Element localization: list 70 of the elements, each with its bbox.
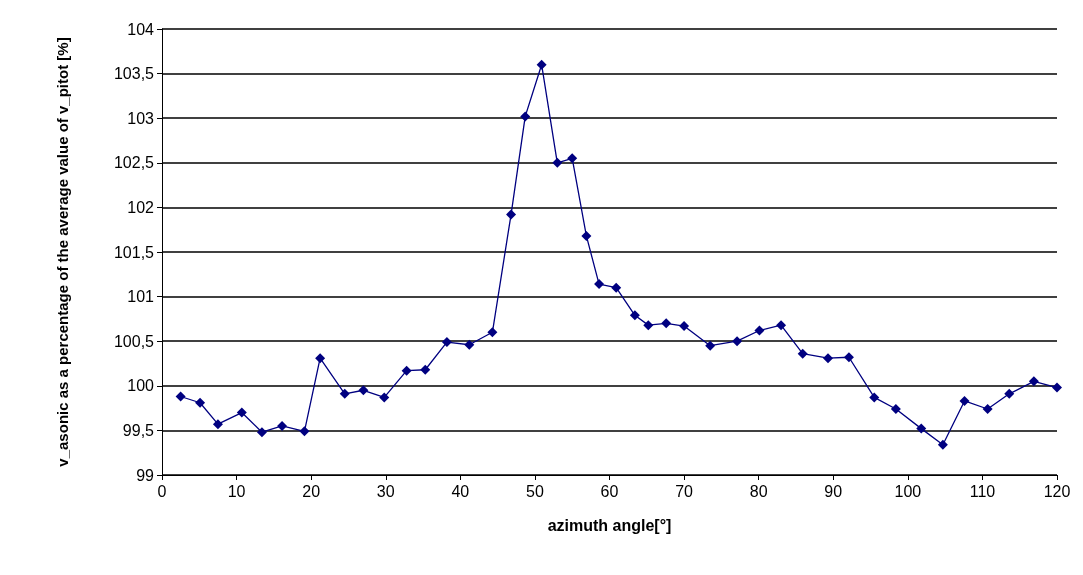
point: [401, 365, 412, 376]
point: [520, 111, 531, 122]
point: [464, 339, 475, 350]
point: [732, 336, 743, 347]
point: [441, 337, 452, 348]
point: [937, 439, 948, 450]
y-axis-title: v_asonic as a percentage of the average value of v_pitot [%]: [53, 37, 71, 467]
x-tick-label: 60: [600, 482, 619, 500]
x-tick-label: 0: [157, 482, 167, 500]
point: [797, 348, 808, 359]
point: [982, 403, 993, 414]
point: [643, 320, 654, 331]
point: [823, 353, 834, 364]
y-tick-label: 103: [127, 109, 155, 127]
x-tick-label: 20: [302, 482, 321, 500]
point: [379, 392, 390, 403]
point: [679, 321, 690, 332]
point: [916, 423, 927, 434]
x-tick-label: 30: [376, 482, 395, 500]
point: [552, 157, 563, 168]
y-tick-label: 100: [127, 377, 155, 395]
point: [843, 352, 854, 363]
x-tick-label: 40: [451, 482, 470, 500]
point: [339, 388, 350, 399]
y-tick-label: 101,5: [113, 243, 155, 261]
point: [487, 327, 498, 338]
point: [1028, 376, 1039, 387]
point: [594, 279, 605, 290]
point: [581, 230, 592, 241]
point: [1004, 388, 1015, 399]
point: [629, 310, 640, 321]
point: [236, 407, 247, 418]
point: [358, 385, 369, 396]
point: [567, 153, 578, 164]
point: [536, 59, 547, 70]
y-tick-label: 101: [127, 288, 155, 306]
point: [611, 282, 622, 293]
y-tick-label: 104: [127, 20, 155, 38]
y-tick-label: 102,5: [113, 154, 155, 172]
point: [1052, 382, 1062, 393]
x-tick-label: 80: [749, 482, 768, 500]
point: [315, 353, 326, 364]
y-tick-label: 99: [136, 466, 155, 484]
point: [212, 419, 223, 430]
y-tick-label: 99,5: [122, 421, 155, 439]
point: [256, 427, 267, 438]
point: [959, 395, 970, 406]
point: [277, 420, 288, 431]
x-tick-label: 110: [969, 482, 996, 500]
x-tick-label: 120: [1043, 482, 1071, 500]
y-tick-label: 102: [127, 198, 155, 216]
point: [705, 340, 716, 351]
x-axis-title: azimuth angle[°]: [547, 516, 672, 534]
point: [776, 320, 787, 331]
point: [661, 318, 672, 329]
point: [869, 392, 880, 403]
point: [890, 403, 901, 414]
point: [420, 364, 431, 375]
point: [506, 209, 517, 220]
x-tick-label: 10: [227, 482, 246, 500]
x-tick-label: 50: [526, 482, 544, 500]
point: [299, 426, 310, 437]
x-tick-label: 100: [894, 482, 922, 500]
point: [175, 391, 186, 402]
point: [195, 397, 206, 408]
y-tick-label: 103,5: [113, 65, 155, 83]
y-tick-label: 100,5: [113, 332, 155, 350]
point: [754, 325, 765, 336]
x-tick-label: 70: [675, 482, 694, 500]
x-tick-label: 90: [824, 482, 843, 500]
